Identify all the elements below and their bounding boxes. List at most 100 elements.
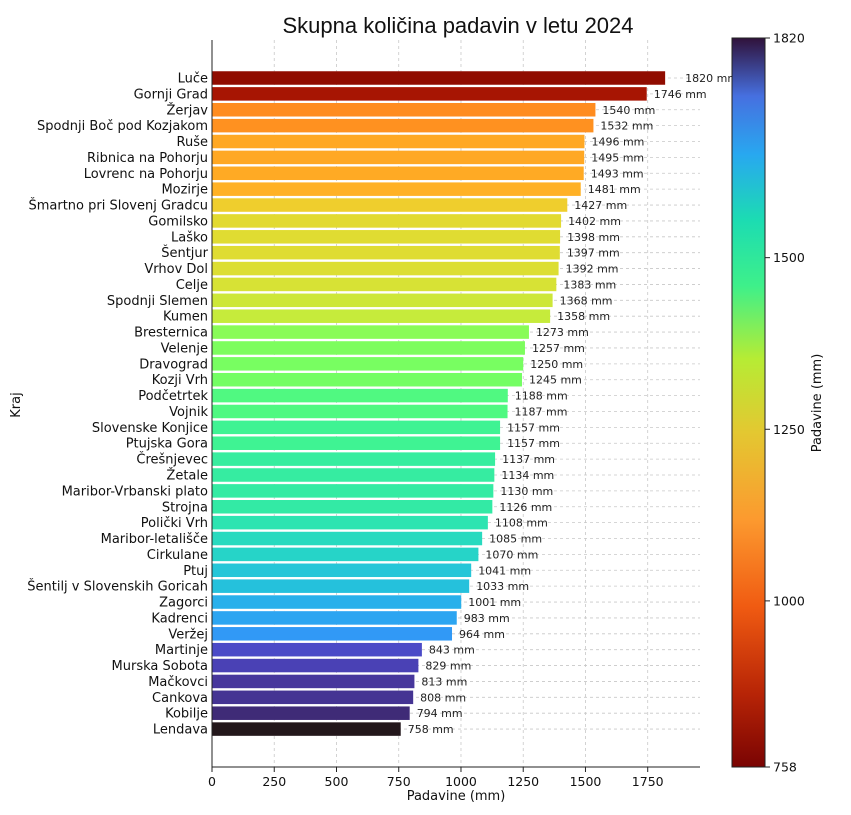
bar — [212, 500, 493, 514]
x-tick-label: 1000 — [445, 774, 477, 789]
colorbar-tick-label: 1250 — [773, 422, 805, 437]
bar — [212, 325, 529, 339]
category-label: Mozirje — [161, 183, 208, 198]
category-label: Spodnji Boč pod Kozjakom — [37, 119, 208, 134]
value-label: 1746 mm — [654, 88, 707, 101]
category-label: Šentilj v Slovenskih Goricah — [27, 579, 208, 595]
bar — [212, 515, 488, 530]
bar — [212, 690, 414, 705]
bar — [212, 658, 419, 673]
category-label: Zagorci — [159, 596, 208, 611]
value-label: 1033 mm — [476, 580, 529, 593]
bar — [212, 245, 560, 260]
value-label: 794 mm — [417, 707, 463, 720]
value-label: 1495 mm — [591, 151, 644, 164]
value-label: 1130 mm — [500, 485, 553, 498]
category-label: Ribnica na Pohorju — [87, 151, 208, 166]
bar — [212, 468, 495, 482]
value-label: 1427 mm — [574, 199, 627, 212]
bar — [212, 404, 508, 419]
bar — [212, 341, 525, 355]
value-label: 1187 mm — [515, 405, 568, 418]
colorbar — [731, 37, 766, 768]
bar — [212, 87, 647, 101]
bar — [212, 230, 561, 244]
colorbar-ticks: 758 1000 1250 1500 1820 — [765, 31, 805, 775]
value-label: 1481 mm — [588, 183, 641, 196]
value-label: 1402 mm — [568, 215, 621, 228]
category-label: Velenje — [161, 341, 208, 356]
category-label: Maribor-Vrbanski plato — [62, 484, 208, 499]
category-label: Kobilje — [165, 707, 208, 722]
value-label: 1358 mm — [557, 310, 610, 323]
value-label: 1383 mm — [563, 278, 616, 291]
value-label: 983 mm — [464, 612, 510, 625]
value-label: 1126 mm — [499, 501, 552, 514]
value-label: 1134 mm — [501, 469, 554, 482]
bar — [212, 579, 470, 593]
value-label: 1041 mm — [478, 564, 531, 577]
category-label: Bresternica — [134, 326, 208, 341]
bar — [212, 642, 422, 657]
category-label: Laško — [171, 230, 208, 245]
value-label: 1397 mm — [567, 247, 620, 260]
value-label: 1245 mm — [529, 374, 582, 387]
category-label: Slovenske Konjice — [92, 421, 208, 436]
value-label: 843 mm — [429, 644, 475, 657]
bar — [212, 436, 501, 450]
chart-title: Skupna količina padavin v letu 2024 — [282, 13, 633, 38]
value-label: 1392 mm — [566, 263, 619, 276]
category-label: Ruše — [177, 135, 208, 150]
x-tick-label: 500 — [325, 774, 349, 789]
bar-series — [212, 71, 666, 736]
value-label: 1108 mm — [495, 517, 548, 530]
category-label: Polički Vrh — [141, 516, 208, 531]
bar — [212, 420, 501, 435]
value-label: 1398 mm — [567, 231, 620, 244]
value-label: 829 mm — [425, 660, 471, 673]
category-label: Martinje — [155, 643, 208, 658]
bar — [212, 722, 401, 736]
bar — [212, 103, 596, 117]
category-label: Spodnji Slemen — [107, 294, 208, 309]
value-label: 1368 mm — [560, 294, 613, 307]
category-label: Lovrenc na Pohorju — [84, 167, 208, 182]
category-label: Podčetrtek — [138, 389, 208, 404]
value-label: 1001 mm — [468, 596, 521, 609]
bar — [212, 484, 494, 498]
category-label: Strojna — [162, 500, 208, 515]
value-label: 1496 mm — [591, 136, 644, 149]
category-label: Veržej — [168, 627, 208, 642]
bar — [212, 627, 453, 641]
value-label: 758 mm — [408, 723, 454, 736]
bar — [212, 214, 562, 228]
category-label: Šentjur — [161, 245, 208, 261]
value-label: 1137 mm — [502, 453, 555, 466]
bar — [212, 261, 559, 276]
category-label: Žetale — [166, 468, 208, 484]
value-label: 1532 mm — [600, 120, 653, 133]
category-label: Celje — [176, 278, 208, 293]
bar — [212, 531, 483, 546]
bar — [212, 674, 415, 689]
category-label: Žerjav — [166, 102, 208, 118]
category-label: Kadrenci — [151, 611, 208, 626]
category-label: Kumen — [163, 310, 208, 325]
value-label: 1257 mm — [532, 342, 585, 355]
value-label: 1820 mm — [685, 72, 738, 85]
bar — [212, 198, 568, 212]
x-tick-label: 1250 — [507, 774, 539, 789]
category-label: Maribor-letališče — [101, 532, 208, 547]
value-label: 1157 mm — [507, 437, 560, 450]
category-label: Šmartno pri Slovenj Gradcu — [28, 198, 208, 214]
category-label: Cankova — [152, 691, 208, 706]
y-axis-title: Kraj — [9, 392, 24, 417]
colorbar-title: Padavine (mm) — [810, 354, 825, 453]
bar — [212, 277, 557, 292]
grid-lines — [212, 40, 700, 767]
bar — [212, 595, 462, 609]
colorbar-tick-label: 1500 — [773, 250, 805, 265]
category-label: Kozji Vrh — [152, 373, 208, 388]
category-label: Ptuj — [183, 564, 208, 579]
bar — [212, 166, 584, 181]
